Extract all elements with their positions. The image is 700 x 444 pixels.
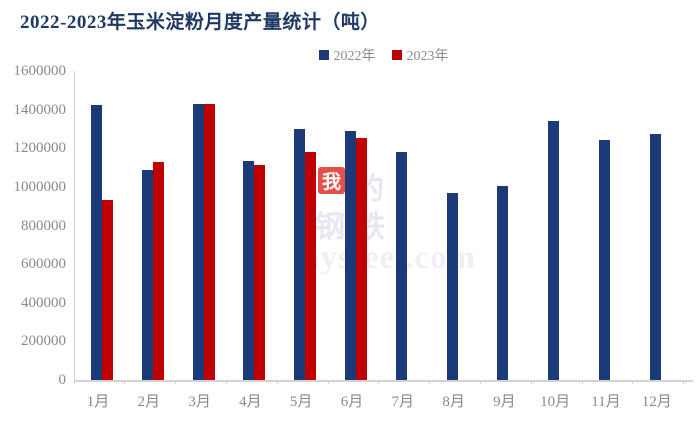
bar-2022年-8月 [446, 192, 458, 380]
x-tick-label-8月: 8月 [442, 394, 465, 410]
y-tick-label-1000000: 1000000 [13, 178, 67, 195]
x-tick-label-5月: 5月 [289, 394, 313, 410]
legend-item-2022年: 2022年 [318, 45, 376, 65]
bar-2022年-5月 [294, 128, 306, 380]
x-tick-label-1月: 1月 [86, 394, 110, 410]
x-axis-tick [226, 380, 227, 384]
x-tick-label-11月: 11月 [591, 394, 621, 410]
y-tick-label-0: 0 [58, 372, 67, 388]
bar-2022年-7月 [395, 152, 407, 380]
bar-2023年-1月 [102, 200, 113, 380]
chart-title: 2022-2023年玉米淀粉月度产量统计（吨） [20, 12, 380, 33]
y-tick-label-1600000: 1600000 [13, 63, 67, 79]
y-tick-label-1200000: 1200000 [13, 140, 67, 157]
bar-2022年-4月 [243, 160, 255, 380]
bar-2023年-5月 [305, 152, 317, 380]
y-tick-label-400000: 400000 [21, 294, 66, 311]
legend-label: 2023年 [406, 49, 449, 64]
x-axis-tick [581, 380, 583, 384]
bar-2022年-2月 [141, 169, 153, 380]
x-tick-label-6月: 6月 [340, 394, 364, 410]
bar-2023年-3月 [203, 103, 215, 380]
y-tick-label-200000: 200000 [21, 333, 66, 350]
bar-2022年-12月 [649, 133, 661, 380]
legend-swatch-icon [391, 50, 402, 60]
x-axis-tick [124, 380, 126, 384]
plot-area [73, 71, 693, 384]
x-axis-tick [480, 380, 481, 384]
chart-legend: 2022年 2023年 [74, 45, 693, 65]
y-tick-label-600000: 600000 [21, 256, 66, 273]
x-axis-tick [276, 380, 278, 384]
bar-2022年-6月 [345, 130, 356, 380]
bar-2022年-11月 [599, 139, 610, 380]
y-tick-label-800000: 800000 [21, 217, 66, 234]
legend-label: 2022年 [333, 49, 376, 64]
y-tick-label-1400000: 1400000 [13, 101, 67, 118]
x-axis-tick [378, 380, 380, 384]
legend-swatch-icon [318, 50, 329, 60]
x-tick-label-12月: 12月 [641, 394, 672, 410]
x-tick-label-4月: 4月 [239, 394, 262, 410]
x-axis-tick [175, 380, 177, 384]
x-tick-label-2月: 2月 [137, 394, 161, 410]
x-axis-tick [429, 380, 431, 384]
x-axis-tick [530, 380, 532, 384]
bar-2023年-2月 [152, 161, 164, 380]
x-tick-label-10月: 10月 [540, 394, 571, 410]
bar-2023年-4月 [254, 164, 266, 380]
bar-2023年-6月 [356, 137, 367, 380]
x-axis-tick [73, 380, 75, 384]
legend-item-2023年: 2023年 [391, 45, 449, 65]
bar-2022年-3月 [192, 103, 204, 380]
x-axis-tick [632, 380, 634, 384]
x-tick-label-3月: 3月 [188, 394, 211, 410]
x-axis-tick [327, 380, 329, 384]
bar-2022年-10月 [548, 121, 560, 380]
x-tick-label-9月: 9月 [493, 394, 516, 410]
x-tick-label-7月: 7月 [391, 394, 415, 410]
bar-2022年-1月 [91, 104, 102, 380]
bar-2022年-9月 [497, 185, 509, 380]
x-axis-tick [683, 380, 685, 384]
